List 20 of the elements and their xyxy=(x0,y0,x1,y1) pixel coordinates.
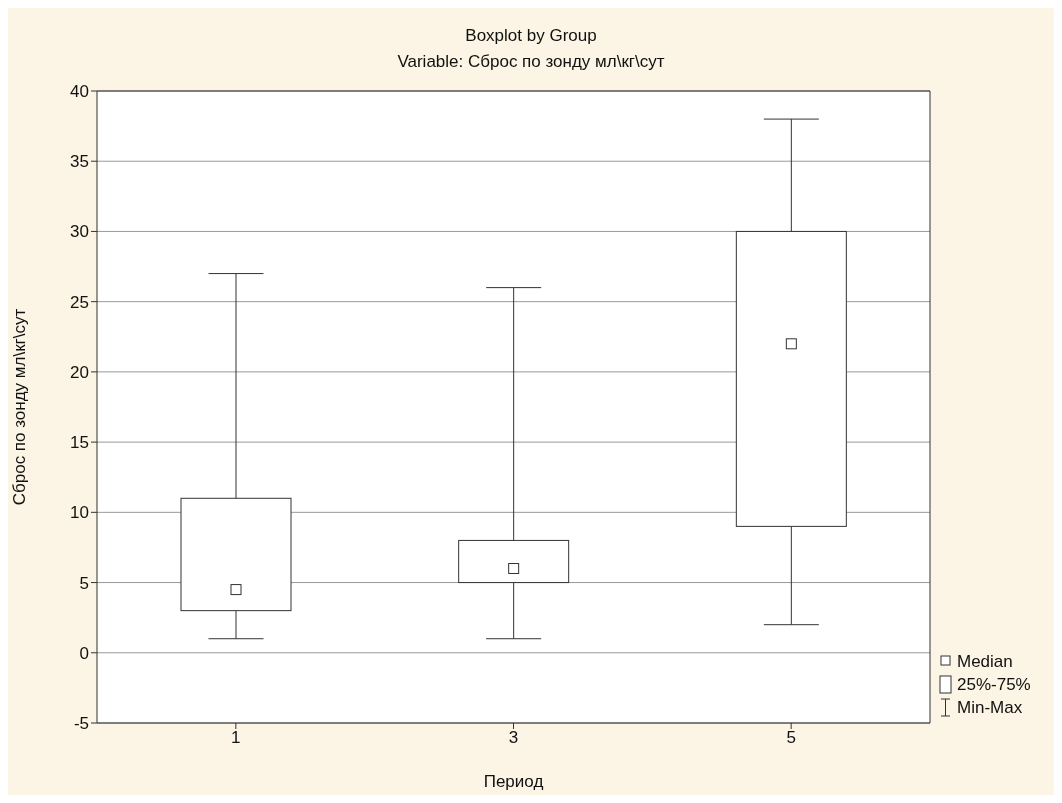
y-tick-label: 30 xyxy=(70,222,89,242)
x-tick-label: 3 xyxy=(508,728,519,748)
y-axis-title: Сброс по зонду мл\кг\сут xyxy=(10,308,30,506)
chart-subtitle: Variable: Сброс по зонду мл\кг\сут xyxy=(396,51,666,72)
y-tick-label: 20 xyxy=(70,362,89,382)
y-tick-label: 15 xyxy=(70,433,89,453)
chart-title: Boxplot by Group xyxy=(464,25,598,46)
y-tick-label: -5 xyxy=(73,714,89,734)
y-tick-label: 25 xyxy=(70,292,89,312)
text: 25%-75% xyxy=(957,674,1031,695)
x-axis-title: Период xyxy=(483,772,544,791)
x-tick-label: 5 xyxy=(786,728,796,748)
text: Min-Max xyxy=(957,697,1023,718)
y-tick-label: 5 xyxy=(79,573,89,593)
y-tick-label: 10 xyxy=(70,503,89,523)
x-tick-label: 1 xyxy=(231,728,241,748)
y-tick-label: 40 xyxy=(70,82,89,102)
text: Median xyxy=(957,651,1013,672)
y-tick-label: 35 xyxy=(70,152,89,172)
y-tick-label: 0 xyxy=(79,643,89,663)
